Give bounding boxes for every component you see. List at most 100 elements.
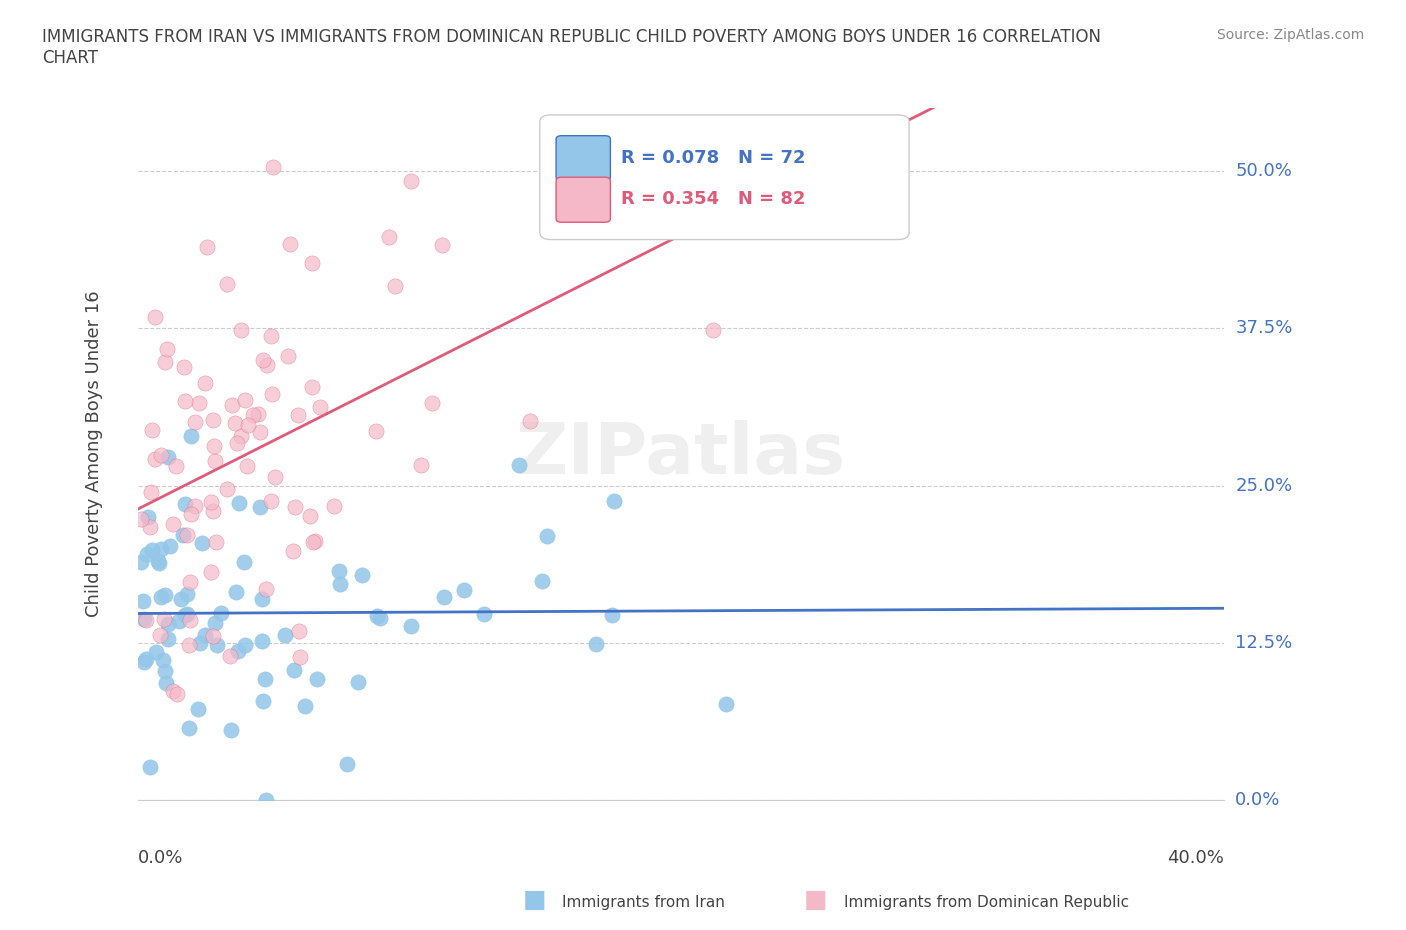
Point [202, 438, 225, 453]
Point [420, 396, 443, 411]
Point [242, 407, 264, 422]
FancyBboxPatch shape [540, 115, 910, 240]
Point [253, 671, 276, 686]
Point [219, 723, 242, 737]
Point [215, 276, 238, 291]
Point [262, 159, 284, 174]
Text: 12.5%: 12.5% [1236, 634, 1292, 652]
Point [200, 565, 222, 579]
Point [149, 628, 172, 643]
Point [176, 528, 198, 543]
Point [347, 675, 370, 690]
Point [277, 349, 299, 364]
Point [508, 458, 530, 472]
Point [246, 406, 269, 421]
Text: 37.5%: 37.5% [1236, 319, 1292, 338]
Point [664, 146, 686, 161]
Point [600, 607, 623, 622]
Point [336, 757, 359, 772]
Point [153, 588, 176, 603]
Text: ZIPatlas: ZIPatlas [516, 419, 846, 488]
Point [472, 606, 495, 621]
Point [138, 510, 160, 525]
Point [173, 496, 195, 511]
Point [159, 539, 181, 554]
Point [602, 493, 624, 508]
Point [249, 499, 271, 514]
Point [283, 662, 305, 677]
Point [233, 392, 256, 407]
Point [716, 697, 738, 711]
Point [322, 498, 344, 513]
Text: ■: ■ [804, 888, 827, 911]
Point [224, 416, 246, 431]
Point [453, 582, 475, 597]
Text: R = 0.078   N = 72: R = 0.078 N = 72 [621, 149, 806, 166]
Point [190, 536, 212, 551]
Point [281, 543, 304, 558]
Point [399, 618, 422, 633]
Point [225, 585, 247, 600]
Text: 25.0%: 25.0% [1236, 477, 1292, 495]
Point [148, 553, 170, 568]
Point [156, 617, 179, 631]
Point [252, 352, 274, 367]
Point [170, 591, 193, 606]
Point [148, 555, 170, 570]
Point [176, 606, 198, 621]
Point [194, 376, 217, 391]
FancyBboxPatch shape [557, 136, 610, 180]
Point [228, 496, 250, 511]
Point [364, 424, 387, 439]
FancyBboxPatch shape [557, 178, 610, 222]
Point [155, 675, 177, 690]
Point [229, 428, 252, 443]
Point [153, 611, 176, 626]
Point [328, 563, 350, 578]
Point [187, 395, 209, 410]
Point [226, 436, 249, 451]
Point [519, 413, 541, 428]
Point [179, 612, 201, 627]
Point [384, 278, 406, 293]
Point [194, 628, 217, 643]
Point [176, 587, 198, 602]
Point [202, 413, 225, 428]
Point [352, 567, 374, 582]
Point [204, 616, 226, 631]
Point [217, 482, 239, 497]
Text: 0.0%: 0.0% [138, 849, 183, 867]
Point [179, 575, 201, 590]
Point [233, 555, 256, 570]
Point [254, 793, 277, 808]
Point [200, 494, 222, 509]
Point [156, 450, 179, 465]
Point [260, 328, 283, 343]
Point [180, 507, 202, 522]
Point [184, 415, 207, 430]
Text: 0.0%: 0.0% [1236, 791, 1281, 809]
Point [138, 520, 160, 535]
Point [184, 498, 207, 513]
Point [156, 341, 179, 356]
Point [301, 256, 323, 271]
Point [134, 611, 156, 626]
Point [370, 611, 392, 626]
Point [377, 229, 399, 244]
Point [329, 577, 352, 591]
Point [136, 547, 159, 562]
Point [129, 512, 152, 526]
Point [174, 393, 197, 408]
Point [304, 534, 326, 549]
Point [409, 458, 432, 472]
Point [188, 636, 211, 651]
Point [135, 652, 157, 667]
Text: Child Poverty Among Boys Under 16: Child Poverty Among Boys Under 16 [86, 291, 104, 618]
Point [250, 591, 273, 606]
Point [221, 397, 243, 412]
Point [263, 470, 285, 485]
Point [209, 605, 232, 620]
Point [139, 760, 162, 775]
Point [177, 721, 200, 736]
Point [235, 458, 257, 473]
